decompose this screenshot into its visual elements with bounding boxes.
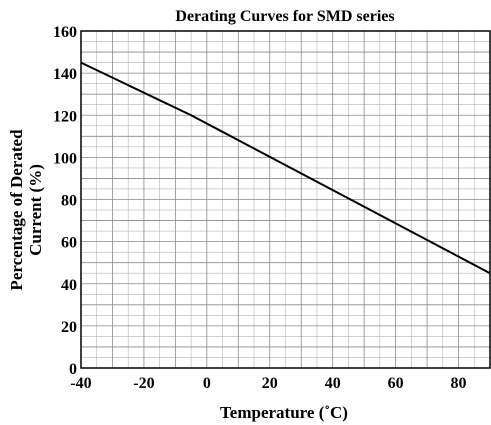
x-tick-label: 80 bbox=[451, 375, 467, 392]
y-tick-label: 100 bbox=[53, 150, 77, 167]
x-tick-label: 60 bbox=[388, 375, 404, 392]
y-tick-label: 160 bbox=[53, 24, 77, 41]
x-tick-label: -40 bbox=[70, 375, 91, 392]
x-tick-label: -20 bbox=[133, 375, 154, 392]
y-tick-label: 140 bbox=[53, 66, 77, 83]
y-tick-label: 20 bbox=[61, 319, 77, 336]
x-axis-label: Temperature (˚C) bbox=[220, 403, 348, 422]
x-tick-label: 0 bbox=[203, 375, 211, 392]
y-tick-label: 40 bbox=[61, 277, 77, 294]
y-tick-label: 120 bbox=[53, 108, 77, 125]
y-axis-label-line-2: Current (%) bbox=[26, 164, 45, 256]
plot-frame bbox=[80, 30, 491, 369]
y-axis-label-group: Percentage of Derated Current (%) bbox=[7, 129, 45, 291]
y-axis-label-line-1: Percentage of Derated bbox=[7, 129, 26, 291]
major-gridlines bbox=[81, 31, 490, 368]
x-tick-labels: -40 -20 0 20 40 60 80 bbox=[70, 375, 466, 392]
y-tick-label: 0 bbox=[69, 361, 77, 378]
series-line-1 bbox=[80, 61, 491, 275]
x-tick-label: 20 bbox=[262, 375, 278, 392]
y-tick-label: 80 bbox=[61, 193, 77, 210]
y-tick-labels: 0 20 40 60 80 100 120 140 160 bbox=[53, 24, 77, 378]
x-tick-label: 40 bbox=[325, 375, 341, 392]
chart-title: Derating Curves for SMD series bbox=[175, 8, 394, 25]
series-layer bbox=[80, 61, 491, 275]
y-tick-label: 60 bbox=[61, 235, 77, 252]
